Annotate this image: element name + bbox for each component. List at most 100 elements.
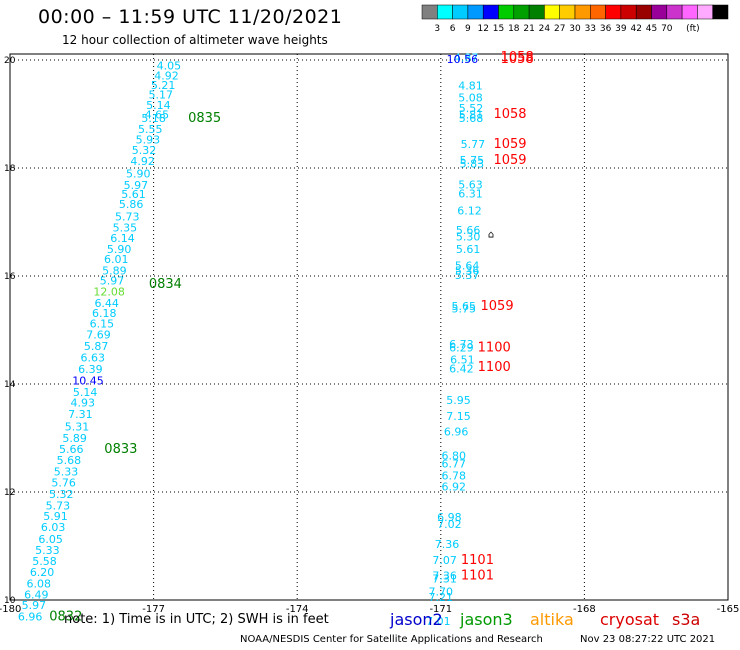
colorbar-label: 9 [465,24,471,34]
y-tick-label: 14 [4,380,16,390]
wave-height-point: 7.36 [432,569,457,582]
wave-height-point: 5.37 [455,269,480,282]
wave-height-point: 5.83 [460,157,485,170]
pass-time-label: 0834 [149,277,182,292]
colorbar-label: 39 [615,24,627,34]
legend-jason3: jason3 [460,610,513,629]
colorbar-label: 27 [554,24,565,34]
wave-height-point: 5.18 [141,112,166,125]
wave-height-point: 10.56 [447,53,479,66]
wave-height-point: 4.92 [130,155,155,168]
wave-height-point: 4.93 [71,397,96,410]
wave-height-point: 5.75 [452,303,477,316]
pass-time-label: 1101 [461,568,494,583]
wave-height-point: 5.64 [455,260,480,273]
colorbar-label: 24 [539,24,551,34]
wave-height-point: 5.63 [458,179,483,192]
wave-height-point: 5.90 [126,168,151,181]
pass-time-label: 1058 [493,107,526,122]
wave-height-point: 10.45 [72,375,104,388]
wave-height-point: 12.08 [93,285,125,298]
wave-height-point: 5.73 [115,210,140,223]
wave-height-point: 5.36 [455,264,480,277]
wave-height-point: 5.32 [132,144,157,157]
colorbar-swatch [697,4,713,20]
wave-height-point: 4.92 [154,69,179,82]
wave-height-point: 5.97 [22,599,47,612]
page-subtitle: 12 hour collection of altimeter wave hei… [62,33,328,47]
color-scale-legend: 3 6 9 12 15 18 21 24 27 30 33 36 39 42 45 70 (ft) [421,4,729,34]
colorbar-label: 30 [569,24,581,34]
x-tick-label: -177 [142,604,165,615]
wave-height-point: 6.96 [444,425,469,438]
wave-height-point: 5.55 [138,123,163,136]
map-markers: ⌂ [488,230,494,241]
colorbar-swatch [712,4,729,20]
wave-height-point: 6.80 [441,450,466,463]
wave-height-point: 5.95 [446,394,471,407]
wave-height-point: 5.14 [146,99,171,112]
wave-height-point: 5.31 [65,420,90,433]
wave-height-point: 4.65 [145,108,170,121]
pass-time-label: 1058 [501,52,534,67]
y-tick-label: 20 [4,56,16,66]
x-tick-label: -168 [573,604,596,615]
credit-line: NOAA/NESDIS Center for Satellite Applica… [240,634,543,645]
wave-height-point: 6.15 [90,317,115,330]
colorbar-swatch [513,4,530,20]
y-tick-label: 12 [4,488,15,498]
axis-ticks: -180 -177 -174 -171 -168 -165 20 18 16 14 12 10 [0,56,739,615]
location-marker-icon: ⌂ [488,230,494,241]
colorbar-swatch [651,4,668,20]
wave-height-point: 5.33 [35,544,60,557]
x-tick-label: -171 [429,604,452,615]
pass-time-labels: 0835083408330832105810581058105910591059… [49,50,533,624]
x-tick-label: -180 [0,604,21,615]
wave-height-point: 5.61 [121,188,146,201]
colorbar-label: 42 [630,24,641,34]
wave-height-point: 5.65 [452,300,477,313]
wave-height-point: 5.08 [458,92,483,105]
colorbar-swatch [635,4,652,20]
colorbar-swatch [498,4,515,20]
wave-height-point: 6.42 [449,363,474,376]
wave-height-point: 7.02 [437,518,462,531]
wave-height-point: 5.68 [459,112,484,125]
legend-jason2: jason2 [390,610,443,629]
wave-height-point: 4.87 [454,52,479,65]
wave-height-point: 5.66 [59,443,84,456]
wave-height-point: 7.69 [86,329,111,342]
wave-height-point: 5.91 [43,510,68,523]
wave-height-point: 6.92 [441,480,466,493]
generated-timestamp: Nov 23 08:27:22 UTC 2021 [580,634,716,645]
wave-height-point: 5.77 [461,138,486,151]
y-tick-label: 16 [4,272,16,282]
wave-height-point: 5.81 [459,108,484,121]
wave-height-point: 7.70 [429,586,454,599]
wave-height-point: 6.03 [41,521,66,534]
wave-height-point: 5.86 [119,198,144,211]
wave-height-points: 4.054.925.215.175.144.655.185.555.935.32… [18,52,485,628]
colorbar-swatch [590,4,606,20]
wave-height-point: 6.01 [104,253,129,266]
colorbar-swatch [559,4,576,20]
wave-height-point: 6.12 [457,204,482,217]
pass-time-label: 0835 [188,111,221,126]
colorbar-label: 36 [600,24,612,34]
colorbar-swatch [605,4,622,20]
wave-height-point: 7.15 [446,410,471,423]
wave-height-point: 4.05 [157,60,182,73]
wave-height-point: 5.32 [49,488,74,501]
colorbar-label: 70 [661,24,673,34]
wave-height-point: 6.31 [458,188,483,201]
wave-height-point: 4.81 [458,80,483,93]
wave-height-point: 6.39 [78,363,103,376]
wave-height-point: 6.08 [26,578,51,591]
wave-height-point: 5.90 [107,243,132,256]
wave-height-point: 7.31 [432,573,457,586]
wave-height-point: 6.14 [110,232,135,245]
wave-height-point: 5.76 [51,477,76,490]
wave-height-point: 7.07 [432,554,457,567]
wave-height-point: 6.98 [437,511,462,524]
